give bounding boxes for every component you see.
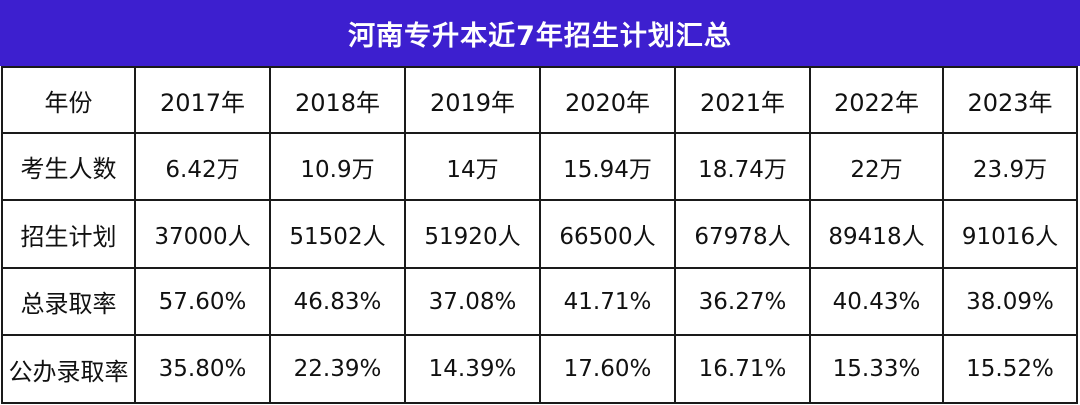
table-cell: 15.94万 bbox=[539, 132, 676, 201]
table-cell: 22.39% bbox=[269, 334, 406, 404]
row-label-cell: 公办录取率 bbox=[1, 334, 136, 404]
table-cell: 23.9万 bbox=[942, 132, 1078, 201]
table-cell: 46.83% bbox=[269, 267, 406, 336]
year-cell: 2021年 bbox=[674, 66, 811, 134]
year-cell: 2020年 bbox=[539, 66, 676, 134]
table-cell: 6.42万 bbox=[134, 132, 271, 201]
year-cell: 2022年 bbox=[809, 66, 944, 134]
table-cell: 37.08% bbox=[404, 267, 541, 336]
table-cell: 22万 bbox=[809, 132, 944, 201]
table-row-public-admission-rate: 公办录取率 35.80% 22.39% 14.39% 17.60% 16.71%… bbox=[1, 334, 1078, 404]
admissions-table: 年份 2017年 2018年 2019年 2020年 2021年 2022年 2… bbox=[1, 66, 1078, 404]
table-cell: 67978人 bbox=[674, 199, 811, 269]
table-row-applicants: 考生人数 6.42万 10.9万 14万 15.94万 18.74万 22万 2… bbox=[1, 132, 1078, 201]
row-label-cell: 考生人数 bbox=[1, 132, 136, 201]
table-cell: 51502人 bbox=[269, 199, 406, 269]
year-cell: 2017年 bbox=[134, 66, 271, 134]
table-cell: 18.74万 bbox=[674, 132, 811, 201]
table-cell: 51920人 bbox=[404, 199, 541, 269]
table-cell: 15.33% bbox=[809, 334, 944, 404]
table-title: 河南专升本近7年招生计划汇总 bbox=[348, 20, 732, 52]
table-cell: 10.9万 bbox=[269, 132, 406, 201]
table-row-total-admission-rate: 总录取率 57.60% 46.83% 37.08% 41.71% 36.27% … bbox=[1, 267, 1078, 336]
year-cell: 2018年 bbox=[269, 66, 406, 134]
table-cell: 41.71% bbox=[539, 267, 676, 336]
table-cell: 14.39% bbox=[404, 334, 541, 404]
table-cell: 14万 bbox=[404, 132, 541, 201]
year-cell: 2023年 bbox=[942, 66, 1078, 134]
table-cell: 36.27% bbox=[674, 267, 811, 336]
table-cell: 17.60% bbox=[539, 334, 676, 404]
year-cell: 2019年 bbox=[404, 66, 541, 134]
table-cell: 35.80% bbox=[134, 334, 271, 404]
header-row: 年份 2017年 2018年 2019年 2020年 2021年 2022年 2… bbox=[1, 66, 1078, 134]
row-label-cell: 招生计划 bbox=[1, 199, 136, 269]
table-cell: 37000人 bbox=[134, 199, 271, 269]
title-bar: 河南专升本近7年招生计划汇总 bbox=[0, 0, 1080, 66]
table-row-enrollment-plan: 招生计划 37000人 51502人 51920人 66500人 67978人 … bbox=[1, 199, 1078, 269]
table-cell: 91016人 bbox=[942, 199, 1078, 269]
table-cell: 38.09% bbox=[942, 267, 1078, 336]
table-cell: 57.60% bbox=[134, 267, 271, 336]
table-cell: 66500人 bbox=[539, 199, 676, 269]
table-cell: 89418人 bbox=[809, 199, 944, 269]
table-cell: 16.71% bbox=[674, 334, 811, 404]
row-label-cell: 总录取率 bbox=[1, 267, 136, 336]
table-cell: 40.43% bbox=[809, 267, 944, 336]
table-cell: 15.52% bbox=[942, 334, 1078, 404]
header-label-cell: 年份 bbox=[1, 66, 136, 134]
